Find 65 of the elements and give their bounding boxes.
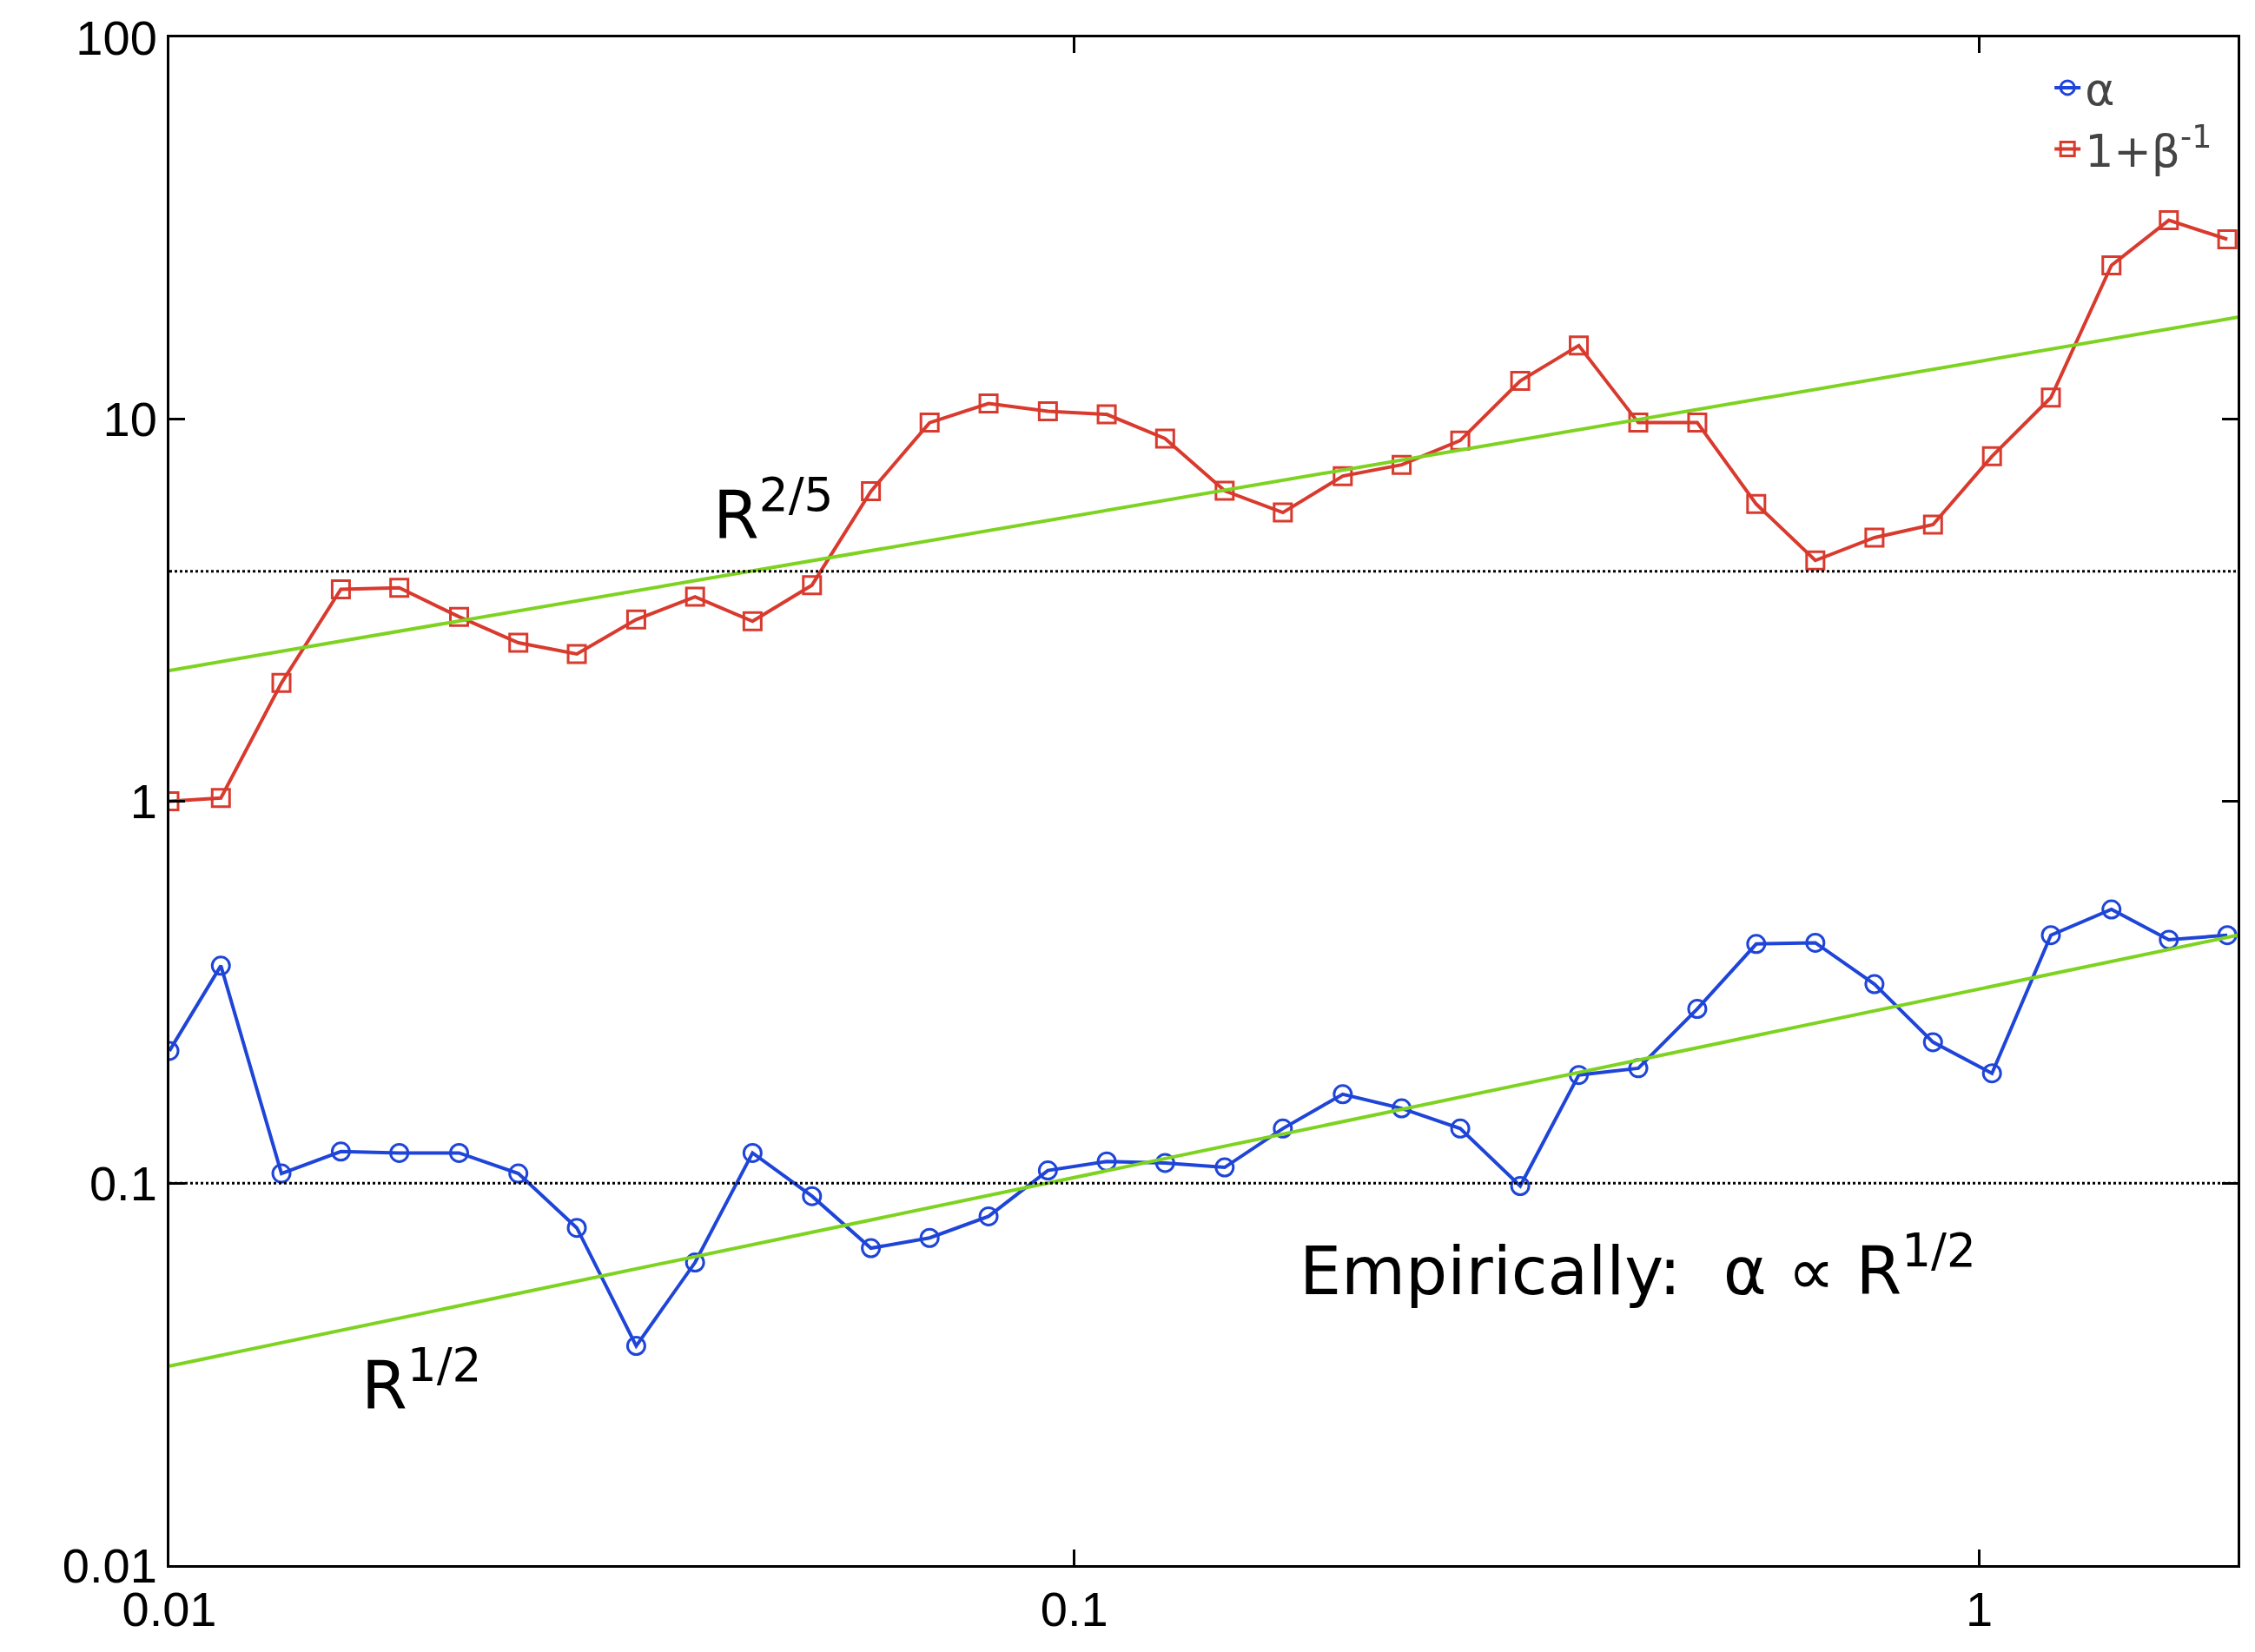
point xyxy=(1037,400,1058,421)
point xyxy=(802,1186,823,1206)
point xyxy=(1687,999,1708,1020)
y-tick-label: 0.1 xyxy=(89,1155,157,1211)
point xyxy=(625,609,646,630)
point xyxy=(330,1141,351,1162)
point xyxy=(1746,934,1767,955)
point xyxy=(1273,502,1293,523)
point xyxy=(1805,550,1826,571)
point xyxy=(1864,974,1885,995)
point xyxy=(861,481,882,502)
point xyxy=(389,578,410,598)
point xyxy=(330,578,351,599)
point xyxy=(978,393,999,414)
point xyxy=(861,1238,882,1259)
point xyxy=(625,1336,646,1357)
point xyxy=(1864,527,1885,548)
point xyxy=(449,1142,470,1163)
point xyxy=(919,413,940,433)
point xyxy=(1510,371,1531,392)
point xyxy=(1805,932,1826,953)
point xyxy=(1510,1176,1531,1197)
point xyxy=(566,1218,587,1239)
y-tick-label: 1 xyxy=(129,774,157,829)
legend-label: α xyxy=(2085,63,2115,116)
point xyxy=(742,611,763,631)
point xyxy=(1037,1160,1058,1181)
point xyxy=(684,586,705,607)
point xyxy=(2217,229,2238,249)
y-tick-label: 100 xyxy=(76,10,157,65)
point xyxy=(1922,514,1943,535)
point xyxy=(389,1142,410,1163)
point xyxy=(1981,1063,2002,1084)
point xyxy=(919,1227,940,1248)
annotation: Empirically: α ∝ R$^{1/2}$ xyxy=(1299,1224,1976,1310)
y-tick-label: 0.01 xyxy=(62,1537,157,1593)
point xyxy=(271,1163,292,1184)
annotation: R$^{1/2}$ xyxy=(361,1338,482,1424)
point xyxy=(1746,493,1767,514)
point xyxy=(802,575,823,596)
point xyxy=(2040,925,2061,946)
point xyxy=(2040,387,2061,408)
point xyxy=(271,672,292,693)
point xyxy=(742,1142,763,1163)
point xyxy=(566,644,587,664)
point xyxy=(1569,335,1590,356)
point xyxy=(1981,446,2002,466)
point xyxy=(1687,413,1708,433)
point xyxy=(508,632,529,653)
point xyxy=(1214,1157,1235,1178)
x-tick-label: 1 xyxy=(1965,1582,1994,1637)
point xyxy=(978,1206,999,1226)
x-tick-label: 0.1 xyxy=(1040,1582,1108,1637)
annotation: R$^{2/5}$ xyxy=(713,468,834,554)
point xyxy=(1332,1084,1353,1105)
point xyxy=(2159,210,2179,231)
point xyxy=(508,1163,529,1184)
point xyxy=(449,606,470,627)
point xyxy=(1450,1118,1471,1139)
legend-label: 1+β$^{-1}$ xyxy=(2085,117,2212,177)
point xyxy=(1096,404,1117,425)
point xyxy=(1214,480,1235,501)
point xyxy=(1922,1032,1943,1053)
point xyxy=(1154,428,1175,449)
y-tick-label: 10 xyxy=(102,392,157,447)
